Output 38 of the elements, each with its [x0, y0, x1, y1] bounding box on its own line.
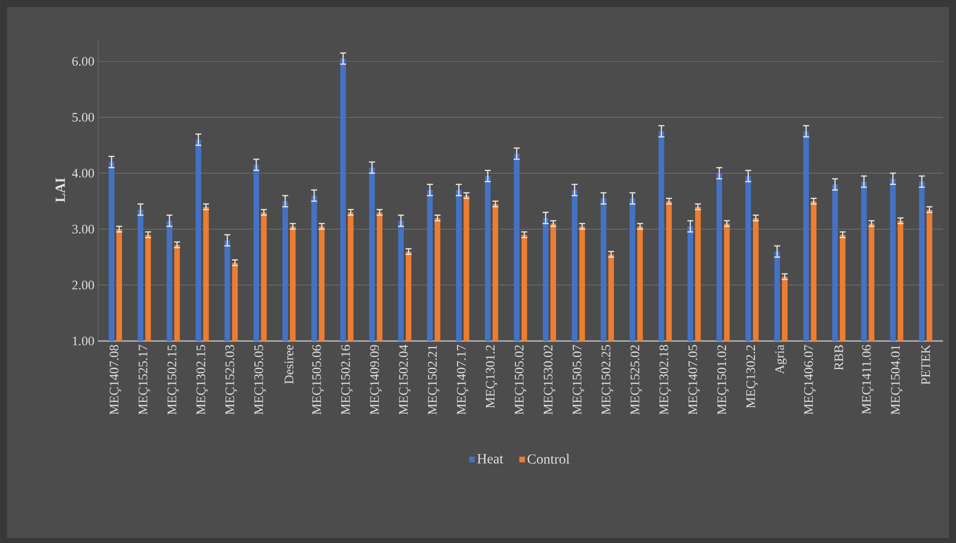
- x-tick-label: MEÇ1505.02: [514, 345, 526, 415]
- x-tick-label: MEÇ1505.06: [312, 344, 324, 415]
- x-tick-label: PETEK: [921, 344, 930, 385]
- x-tick-label: MEÇ1501.02: [717, 345, 729, 415]
- x-tick-label: MEÇ1502.04: [399, 344, 410, 415]
- x-tick-label: MEÇ1525.17: [138, 344, 150, 415]
- x-tick-label: MEÇ1502.15: [168, 345, 179, 415]
- legend-label: Control: [528, 454, 570, 464]
- y-tick-label: 3.00: [72, 224, 94, 234]
- x-tick-label: MEÇ1502.16: [341, 344, 353, 415]
- x-tick-label: MEÇ1406.07: [804, 344, 816, 415]
- x-tick-label: MEÇ1504.01: [890, 345, 902, 415]
- x-tick-label: MEÇ1409.09: [370, 345, 382, 415]
- x-tick-label: MEÇ1525.03: [225, 345, 237, 415]
- y-tick-label: 6.00: [72, 56, 94, 66]
- x-tick-label: MEÇ1411.06: [862, 344, 874, 414]
- x-tick-label: Desiree: [284, 344, 294, 384]
- x-tick-label: MEÇ1525.02: [630, 345, 642, 415]
- y-tick-label: 5.00: [72, 112, 94, 122]
- x-tick-label: MEÇ1407.17: [456, 344, 468, 415]
- x-tick-label: MEÇ1407.05: [688, 345, 700, 415]
- x-tick-label: MEÇ1305.05: [254, 345, 266, 415]
- x-tick-label: MEÇ1502.25: [602, 345, 614, 415]
- x-tick-label: MEÇ1302.18: [659, 345, 671, 415]
- x-tick-label: MEÇ1505.07: [572, 344, 584, 415]
- x-tick-label: MEÇ1302.2: [746, 345, 758, 408]
- x-tick-label: MEÇ1301.2: [486, 345, 498, 408]
- y-tick-label: 4.00: [72, 168, 94, 178]
- legend-label: Heat: [477, 454, 504, 464]
- y-tick-label: 1.00: [72, 336, 94, 346]
- x-tick-label: MEÇ1407.08: [110, 345, 122, 415]
- x-tick-label: MEÇ1302.15: [196, 345, 208, 415]
- x-tick-label: Agria: [775, 344, 787, 374]
- x-tick-label: MEÇ1530.02: [544, 345, 556, 415]
- y-axis-title: LAI: [56, 178, 65, 202]
- x-tick-label: RBB: [834, 345, 844, 370]
- y-tick-label: 2.00: [72, 280, 94, 290]
- x-tick-label: MEÇ1502.21: [428, 345, 440, 415]
